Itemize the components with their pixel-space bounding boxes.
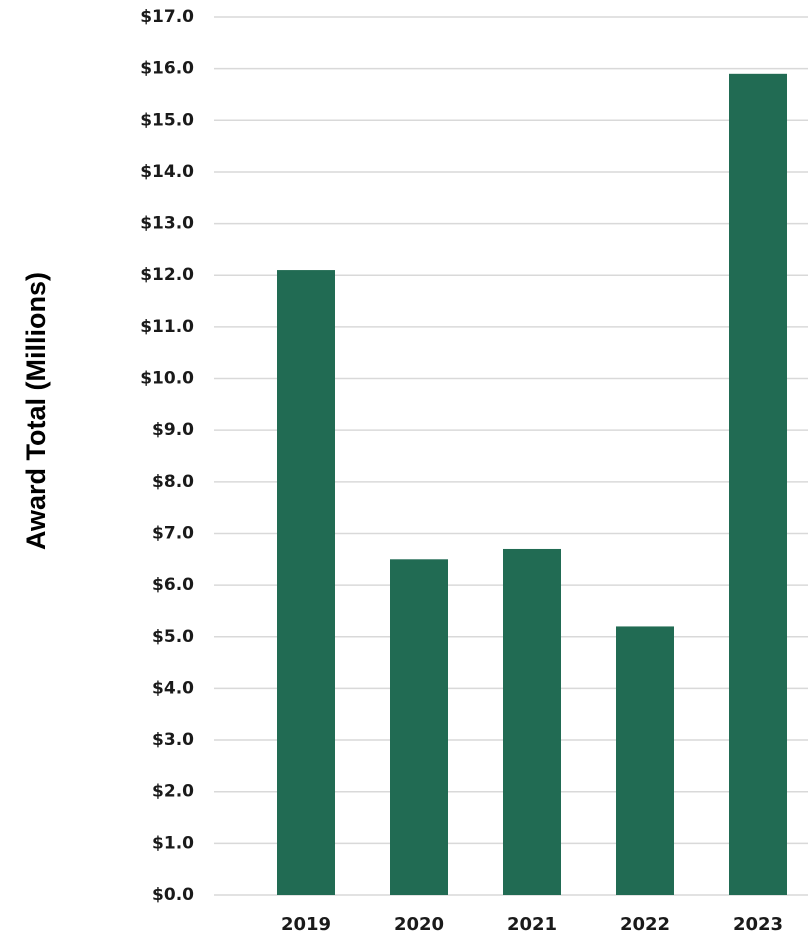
x-tick-label: 2022	[620, 914, 670, 935]
y-tick-label: $14.0	[140, 162, 194, 182]
bar-2020	[390, 559, 448, 895]
x-tick-label: 2021	[507, 914, 557, 935]
y-tick-label: $1.0	[152, 833, 194, 853]
bar-2021	[503, 548, 561, 895]
y-tick-label: $9.0	[152, 420, 194, 440]
x-axis-ticks: 2019 2020 2021 2022 2023	[281, 914, 783, 935]
x-tick-label: 2023	[733, 914, 783, 935]
y-tick-label: $12.0	[140, 265, 194, 285]
y-tick-label: $3.0	[152, 730, 194, 750]
y-tick-label: $15.0	[140, 110, 194, 130]
bar-2022	[616, 626, 674, 895]
y-axis-ticks: $0.0 $1.0 $2.0 $3.0 $4.0 $5.0 $6.0 $7.0 $8.0 $9.0…	[140, 7, 194, 905]
y-axis-label: Award Total (Millions)	[21, 272, 51, 550]
x-tick-label: 2019	[281, 914, 331, 935]
bar-2023	[729, 73, 787, 895]
y-tick-label: $13.0	[140, 214, 194, 234]
y-tick-label: $4.0	[152, 678, 194, 698]
y-tick-label: $5.0	[152, 627, 194, 647]
bars	[277, 73, 787, 896]
y-tick-label: $16.0	[140, 59, 194, 79]
y-tick-label: $7.0	[152, 523, 194, 543]
bar-2019	[277, 270, 335, 896]
y-tick-label: $11.0	[140, 317, 194, 337]
y-tick-label: $17.0	[140, 7, 194, 27]
y-tick-label: $6.0	[152, 575, 194, 595]
y-tick-label: $10.0	[140, 369, 194, 389]
y-tick-label: $8.0	[152, 472, 194, 492]
y-tick-label: $0.0	[152, 885, 194, 905]
y-tick-label: $2.0	[152, 782, 194, 802]
x-tick-label: 2020	[394, 914, 444, 935]
